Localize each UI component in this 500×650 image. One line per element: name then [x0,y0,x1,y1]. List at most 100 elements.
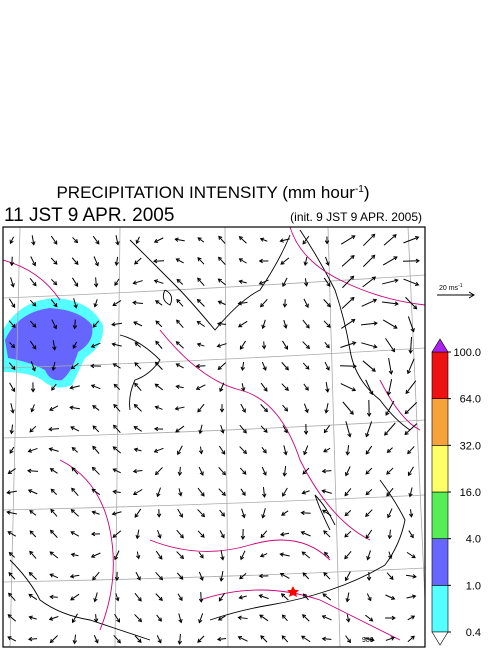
wind-arrow [262,487,267,498]
wind-arrow [174,237,185,242]
wind-arrow-shaft [324,552,330,558]
wind-arrow-shaft [322,615,332,621]
wind-arrow-head [258,594,263,599]
wind-arrow-head [53,303,58,308]
wind-arrow-head [196,342,202,347]
wind-arrow-head [326,282,331,287]
wind-arrow-shaft [261,466,267,476]
wind-arrow-head [133,403,138,409]
wind-arrow [281,361,289,371]
wind-arrow-shaft [344,510,352,516]
wind-arrow-shaft [301,551,311,559]
wind-arrow [219,382,225,393]
wind-arrow-head [135,534,140,540]
wind-arrow-head [352,341,357,346]
wind-arrow-shaft [387,508,393,518]
wind-arrow-head [373,344,378,349]
wind-arrow [178,613,183,624]
wind-arrow [27,489,38,495]
wind-arrow [93,299,98,308]
wind-arrow-head [263,428,268,433]
wind-arrow-head [53,240,58,245]
wind-arrow [134,508,142,518]
wind-arrow [282,277,288,287]
wind-arrow-shaft [302,614,310,622]
wind-arrow-shaft [28,447,38,453]
wind-arrow-shaft [112,530,122,538]
wind-arrow-head [373,321,378,326]
wind-arrow-shaft [72,277,78,287]
coastline [9,229,411,641]
wind-arrow [362,276,377,288]
wind-arrow-shaft [322,490,332,494]
wind-arrow-head [344,576,349,582]
wind-arrow-shaft [155,550,163,560]
wind-arrow-head [153,448,159,453]
wind-arrow [177,466,183,477]
wind-arrow [50,299,58,308]
wind-arrow-shaft [304,278,308,286]
wind-arrow-head [410,615,416,620]
wind-arrow [241,383,246,392]
wind-arrow-head [390,595,396,600]
wind-arrow-head [408,492,413,498]
wind-arrow-head [174,237,179,242]
wind-arrow [405,296,418,310]
wind-arrow-shaft [283,319,287,329]
wind-arrow-shaft [407,635,415,643]
wind-arrow-head [74,260,79,265]
wind-arrow-head [111,322,116,327]
wind-arrow [237,301,248,306]
wind-arrow [237,636,248,642]
wind-arrow-shaft [362,233,376,247]
wind-arrow-head [199,576,204,581]
wind-arrow-head [179,575,184,580]
wind-arrow-shaft [217,362,227,370]
wind-arrow [135,551,141,560]
wind-arrow-shaft [302,341,310,349]
wind-arrow [345,445,350,456]
wind-arrow-shaft [260,382,268,392]
wind-arrow-head [258,573,263,579]
wind-arrow-shaft [342,275,354,289]
wind-arrow-head [137,638,142,643]
wind-arrow-head [70,531,75,536]
wind-arrow-head [90,531,96,537]
wind-arrow-shaft [71,447,79,453]
wind-arrow-shaft [217,638,227,640]
wind-arrow-head [27,468,32,474]
wind-arrow-shaft [303,445,309,455]
wind-arrow-head [386,492,391,497]
colorbar-label: 1.0 [466,580,481,592]
wind-arrow-head [369,617,374,622]
wind-arrow-head [72,325,78,330]
wind-arrow [72,634,78,645]
wind-arrow [366,593,372,602]
wind-arrow [386,467,394,475]
wind-arrow-shaft [260,299,268,307]
wind-arrow-shaft [345,635,351,643]
wind-arrow [323,425,330,434]
wind-arrow-head [412,574,417,579]
colorbar-under [431,631,449,646]
wind-arrow-head [284,386,289,392]
wind-arrow [344,510,352,517]
wind-arrow-shaft [176,319,184,329]
wind-arrow-shaft [324,361,330,371]
wind-arrow-head [196,298,202,304]
wind-arrow-shaft [175,425,185,433]
wind-arrow [238,258,247,264]
wind-arrow-head [154,383,159,388]
wind-arrow [301,490,310,495]
wind-arrow-head [242,470,247,475]
wind-arrow-head [241,408,246,413]
wind-arrow [10,403,15,414]
wind-arrow-shaft [154,447,164,453]
wind-arrow-head [391,348,396,353]
wind-arrow-shaft [155,467,163,475]
wind-arrow [346,614,351,623]
wind-arrow-head [29,530,34,535]
wind-arrow [28,571,37,580]
wind-arrow-shaft [385,637,395,641]
wind-arrow [283,445,288,456]
